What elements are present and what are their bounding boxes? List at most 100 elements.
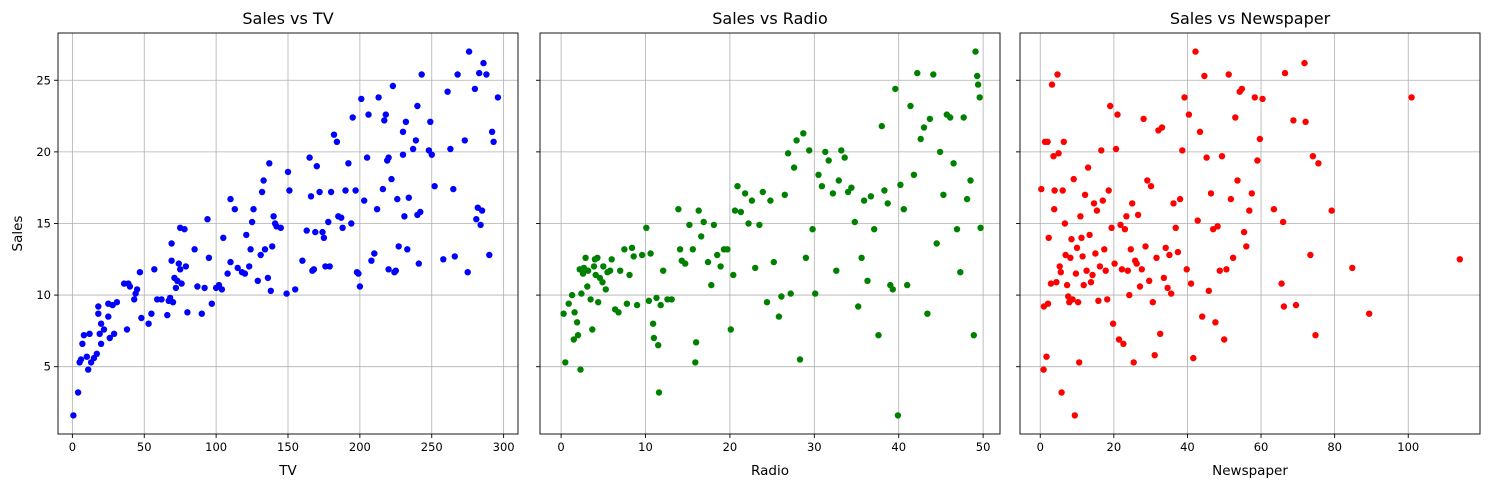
data-point xyxy=(264,274,272,282)
data-point xyxy=(465,48,473,55)
x-tick-label: 10 xyxy=(638,440,653,454)
data-point xyxy=(1146,277,1153,284)
data-point xyxy=(1038,185,1045,193)
data-point xyxy=(600,263,607,270)
data-point xyxy=(1256,135,1264,143)
data-point xyxy=(310,266,318,273)
data-point xyxy=(960,114,967,121)
data-point xyxy=(158,296,165,303)
data-point xyxy=(970,332,977,339)
data-point xyxy=(172,284,180,292)
data-point xyxy=(1240,228,1248,236)
data-point xyxy=(168,257,175,264)
data-point xyxy=(286,187,293,194)
data-point xyxy=(1080,281,1087,289)
data-point xyxy=(415,260,422,267)
data-point xyxy=(708,281,715,289)
data-point xyxy=(1254,157,1261,164)
data-point xyxy=(630,253,637,260)
data-point xyxy=(227,258,234,266)
data-point xyxy=(770,258,777,266)
data-point xyxy=(974,72,981,80)
data-point xyxy=(647,250,654,257)
data-point xyxy=(388,175,395,183)
data-point xyxy=(1234,177,1241,184)
data-point xyxy=(1101,246,1108,253)
data-point xyxy=(1185,111,1193,118)
x-tick-label: 20 xyxy=(1107,440,1122,454)
data-point xyxy=(266,160,273,167)
data-point xyxy=(638,251,646,259)
data-point xyxy=(394,195,401,203)
data-point xyxy=(138,314,145,322)
data-point xyxy=(950,160,957,167)
data-point xyxy=(1290,117,1297,124)
data-point xyxy=(83,353,91,360)
data-point xyxy=(320,234,328,241)
data-point xyxy=(1229,254,1237,261)
data-points xyxy=(560,48,984,419)
data-point xyxy=(689,246,696,253)
data-point xyxy=(490,138,497,145)
data-point xyxy=(1176,195,1184,203)
data-point xyxy=(191,246,198,253)
data-point xyxy=(269,243,276,250)
data-point xyxy=(418,71,425,78)
data-point xyxy=(1050,153,1057,160)
data-point xyxy=(727,326,734,333)
data-point xyxy=(587,296,594,303)
data-point xyxy=(933,240,940,247)
data-point xyxy=(1199,313,1206,320)
data-point xyxy=(910,171,918,178)
data-point xyxy=(494,94,502,101)
data-point xyxy=(312,228,319,236)
data-point xyxy=(261,246,269,253)
data-point xyxy=(926,115,934,123)
data-point xyxy=(1312,332,1319,339)
data-point xyxy=(399,128,407,135)
data-point xyxy=(1077,213,1084,220)
data-point xyxy=(855,303,862,310)
x-tick-label: 50 xyxy=(976,440,991,454)
data-point xyxy=(617,267,624,274)
data-point xyxy=(313,163,320,170)
data-point xyxy=(361,197,368,204)
data-point xyxy=(623,300,631,307)
data-point xyxy=(1067,254,1074,261)
data-point xyxy=(590,263,598,270)
data-point xyxy=(486,251,493,259)
data-point xyxy=(858,254,865,261)
data-point xyxy=(164,311,171,319)
x-tick-label: 40 xyxy=(891,440,906,454)
data-point xyxy=(972,48,979,55)
data-point xyxy=(97,340,105,347)
data-point xyxy=(371,250,378,257)
data-point xyxy=(1194,217,1201,224)
data-point xyxy=(133,286,141,293)
x-tick-label: 40 xyxy=(1180,440,1195,454)
data-point xyxy=(892,85,899,93)
data-point xyxy=(1278,280,1285,287)
x-tick-label: 100 xyxy=(205,440,227,454)
data-point xyxy=(231,206,238,213)
data-point xyxy=(257,251,264,259)
data-point xyxy=(904,281,911,289)
data-point xyxy=(333,138,341,145)
data-point xyxy=(404,246,411,253)
data-point xyxy=(461,137,468,144)
data-point xyxy=(606,267,614,274)
data-point xyxy=(405,194,412,201)
data-point xyxy=(1121,226,1129,233)
data-point xyxy=(793,137,800,144)
data-point xyxy=(1078,234,1085,241)
data-point xyxy=(234,264,241,272)
data-point xyxy=(399,151,407,158)
data-point xyxy=(594,254,601,261)
data-point xyxy=(1270,206,1278,213)
data-point xyxy=(1111,260,1118,267)
data-point xyxy=(571,309,578,316)
data-point xyxy=(93,350,101,357)
data-point xyxy=(208,300,215,307)
data-point xyxy=(796,356,804,363)
data-point xyxy=(1087,279,1095,286)
